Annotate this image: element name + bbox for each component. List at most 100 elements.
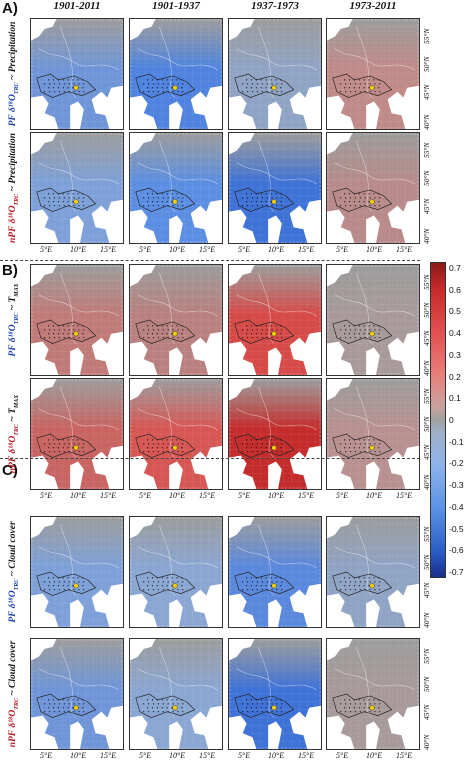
significance-dot [68, 589, 70, 591]
significance-dot [358, 699, 360, 701]
significance-dot [359, 443, 361, 445]
significance-dot [260, 707, 262, 709]
significance-dot [68, 703, 70, 705]
longitude-label: 10°E [268, 491, 285, 500]
significance-dot [162, 197, 164, 199]
significance-dot [182, 443, 184, 445]
significance-dot [345, 91, 347, 93]
significance-dot [280, 333, 282, 335]
significance-dot [345, 83, 347, 85]
significance-dot [148, 205, 150, 207]
column-title: 1901-2011 [53, 0, 101, 12]
significance-dot [67, 87, 69, 89]
sea-mask-south [70, 461, 84, 489]
significance-dot [247, 329, 249, 331]
significance-dot [152, 451, 155, 453]
significance-dot [276, 197, 278, 199]
significance-dot [368, 79, 370, 81]
significance-dot [251, 83, 254, 85]
sea-mask-south [268, 101, 282, 129]
significance-dot [78, 581, 80, 583]
significance-dot [143, 443, 145, 445]
significance-dot [166, 79, 168, 81]
significance-dot [374, 703, 376, 705]
significance-dot [152, 197, 155, 199]
longitude-label: 15°E [199, 491, 216, 500]
significance-dot [256, 443, 258, 445]
significance-dot [364, 83, 366, 85]
significance-dot [147, 577, 149, 579]
significance-dot [53, 83, 56, 85]
map-frame [31, 379, 123, 489]
sea-mask-south [70, 101, 84, 129]
significance-dot [83, 83, 85, 85]
significance-dot [379, 581, 381, 583]
significance-dot [363, 333, 365, 335]
significance-dot [359, 329, 361, 331]
significance-dot [247, 205, 249, 207]
significance-contour [36, 693, 97, 718]
significance-dot [276, 91, 278, 93]
significance-dot [181, 333, 183, 335]
country-border [38, 162, 120, 185]
panel-letter: C) [2, 462, 18, 479]
significance-dot [276, 83, 278, 85]
sea-mask-west [31, 209, 59, 243]
significance-dot [78, 83, 80, 85]
significance-dot [157, 589, 159, 591]
significance-dot [276, 711, 278, 713]
significance-dot [67, 585, 69, 587]
significance-dot [270, 699, 272, 701]
significance-dot [44, 443, 46, 445]
significance-dot [78, 91, 80, 93]
significance-dot [364, 443, 366, 445]
significance-dot [340, 581, 342, 583]
significance-dot [359, 589, 361, 591]
significance-dot [246, 577, 248, 579]
significance-dot [171, 193, 173, 195]
significance-dot [152, 337, 155, 339]
significance-dot [83, 91, 85, 93]
row-label-subscript: TRC [13, 193, 20, 206]
correlation-map [326, 638, 420, 750]
significance-dot [143, 451, 145, 453]
significance-dot [256, 329, 258, 331]
significance-dot [260, 325, 262, 327]
correlation-map [326, 516, 420, 628]
significance-dot [48, 201, 50, 203]
significance-dot [57, 333, 59, 335]
significance-dot [378, 699, 380, 701]
significance-dot [374, 443, 376, 445]
significance-dot [167, 91, 169, 93]
significance-contour [234, 73, 295, 98]
significance-dot [182, 205, 184, 207]
sea-mask-south [268, 721, 282, 749]
significance-contour [332, 571, 393, 596]
significance-dot [53, 711, 56, 713]
significance-dot [63, 337, 65, 339]
significance-dot [251, 581, 254, 583]
sea-mask-west [130, 593, 158, 627]
correlation-map [30, 516, 124, 628]
significance-dot [247, 451, 249, 453]
significance-dot [369, 711, 371, 713]
significance-dot [344, 87, 346, 89]
significance-dot [177, 337, 179, 339]
map-canvas [327, 379, 419, 489]
significance-dot [256, 703, 258, 705]
colorbar-tick-label: -0.6 [449, 545, 464, 556]
significance-dot [260, 439, 262, 441]
significance-dot [255, 201, 257, 203]
map-canvas [130, 639, 222, 749]
significance-dot [378, 577, 380, 579]
significance-dot [281, 703, 283, 705]
longitude-label: 5°E [139, 245, 152, 254]
significance-dot [171, 447, 173, 449]
colorbar-tick-label: -0.1 [449, 436, 464, 447]
significance-dot [82, 325, 84, 327]
significance-dot [48, 707, 50, 709]
significance-dot [162, 703, 164, 705]
country-border [38, 408, 120, 431]
significance-dot [53, 589, 56, 591]
significance-dot [378, 439, 380, 441]
